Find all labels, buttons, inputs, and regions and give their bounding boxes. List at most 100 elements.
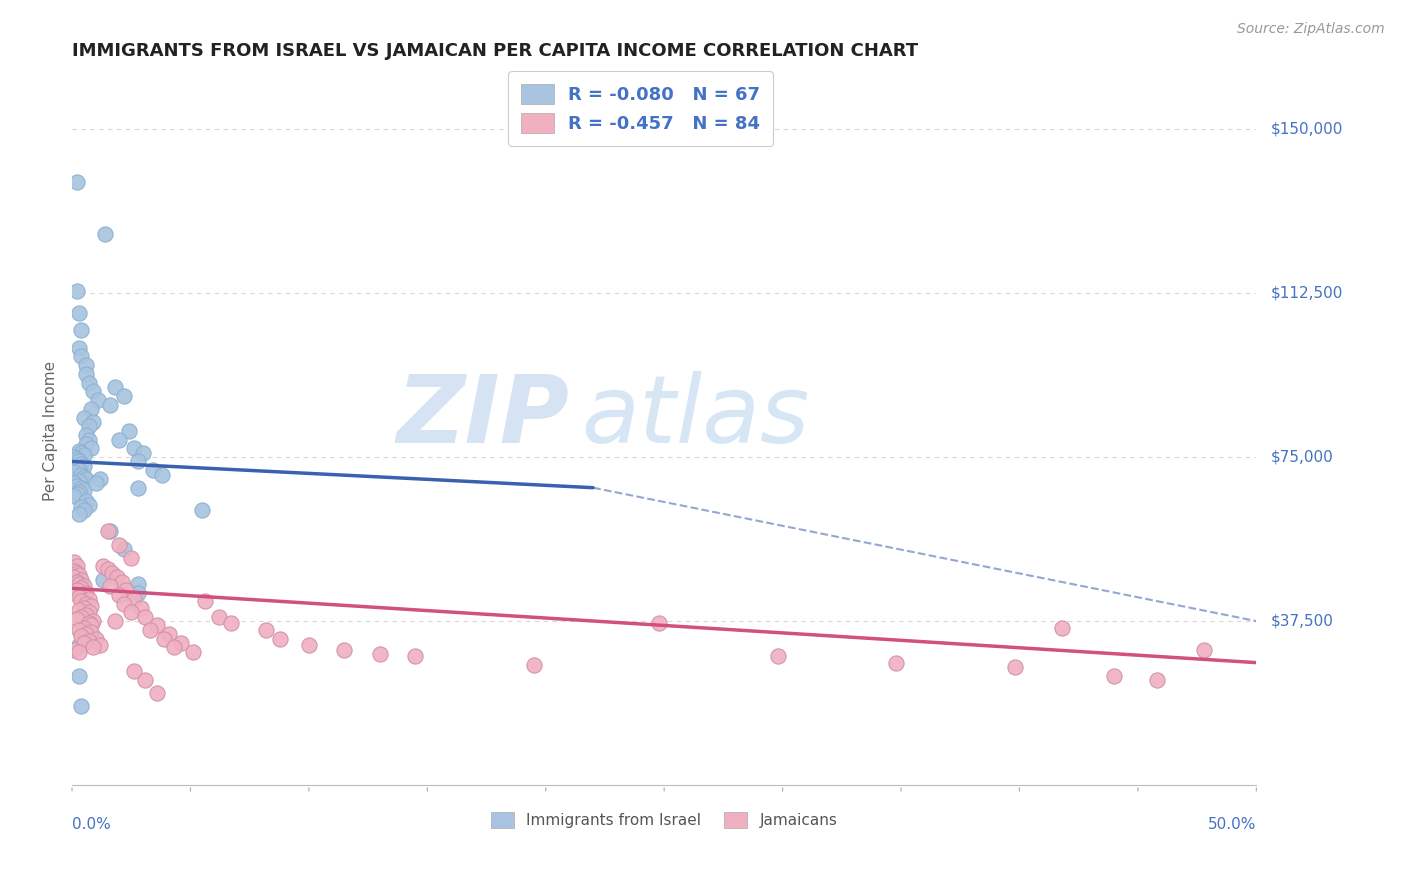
Point bbox=[70, 500, 93, 515]
Point bbox=[118, 424, 141, 438]
Point bbox=[77, 633, 100, 648]
Point bbox=[153, 632, 176, 646]
Point bbox=[94, 227, 117, 241]
Point bbox=[127, 577, 149, 591]
Point bbox=[75, 428, 97, 442]
Point bbox=[120, 550, 142, 565]
Point bbox=[132, 446, 155, 460]
Point bbox=[70, 457, 93, 471]
Point bbox=[73, 502, 96, 516]
Point bbox=[146, 686, 169, 700]
Y-axis label: Per Capita Income: Per Capita Income bbox=[44, 360, 58, 501]
Point bbox=[82, 614, 104, 628]
Point bbox=[96, 561, 118, 575]
Point bbox=[70, 350, 93, 364]
Text: Source: ZipAtlas.com: Source: ZipAtlas.com bbox=[1237, 22, 1385, 37]
Point bbox=[163, 640, 186, 655]
Point bbox=[208, 609, 231, 624]
Point bbox=[75, 597, 97, 611]
Point bbox=[127, 481, 149, 495]
Point bbox=[67, 443, 90, 458]
Point bbox=[82, 640, 104, 655]
Point bbox=[648, 616, 671, 631]
Point bbox=[66, 175, 89, 189]
Point bbox=[66, 487, 89, 501]
Point bbox=[67, 623, 90, 637]
Point bbox=[368, 647, 391, 661]
Point bbox=[63, 564, 86, 578]
Point bbox=[75, 493, 97, 508]
Text: 50.0%: 50.0% bbox=[1208, 817, 1257, 832]
Point bbox=[67, 577, 90, 591]
Point bbox=[73, 469, 96, 483]
Text: $75,000: $75,000 bbox=[1271, 450, 1333, 465]
Point bbox=[120, 605, 142, 619]
Point bbox=[66, 612, 89, 626]
Point bbox=[141, 463, 163, 477]
Point bbox=[75, 585, 97, 599]
Point bbox=[333, 642, 356, 657]
Point bbox=[67, 568, 90, 582]
Text: $150,000: $150,000 bbox=[1271, 121, 1343, 136]
Point bbox=[80, 401, 103, 416]
Point bbox=[884, 656, 907, 670]
Point bbox=[1102, 669, 1125, 683]
Point bbox=[70, 446, 93, 460]
Point bbox=[67, 454, 90, 468]
Point bbox=[80, 599, 103, 613]
Point bbox=[66, 452, 89, 467]
Point bbox=[63, 466, 86, 480]
Point bbox=[70, 573, 93, 587]
Point bbox=[63, 490, 86, 504]
Point bbox=[404, 649, 426, 664]
Point bbox=[77, 376, 100, 390]
Point bbox=[66, 559, 89, 574]
Point bbox=[70, 699, 93, 714]
Point bbox=[91, 559, 114, 574]
Point bbox=[82, 384, 104, 399]
Point bbox=[67, 507, 90, 521]
Point bbox=[1192, 642, 1215, 657]
Point bbox=[134, 673, 156, 687]
Point bbox=[98, 524, 121, 539]
Point bbox=[122, 592, 145, 607]
Point bbox=[73, 458, 96, 473]
Point bbox=[108, 588, 131, 602]
Point bbox=[73, 448, 96, 462]
Point bbox=[112, 389, 135, 403]
Point bbox=[67, 485, 90, 500]
Point bbox=[70, 609, 93, 624]
Point bbox=[105, 570, 128, 584]
Point bbox=[134, 609, 156, 624]
Text: ZIP: ZIP bbox=[396, 371, 569, 463]
Point bbox=[67, 306, 90, 320]
Point bbox=[63, 476, 86, 491]
Point bbox=[67, 638, 90, 652]
Point bbox=[77, 419, 100, 434]
Point bbox=[73, 483, 96, 497]
Point bbox=[108, 537, 131, 551]
Point bbox=[73, 636, 96, 650]
Point bbox=[1050, 621, 1073, 635]
Point bbox=[67, 669, 90, 683]
Point bbox=[87, 393, 110, 408]
Point bbox=[150, 467, 173, 482]
Point bbox=[70, 594, 93, 608]
Point bbox=[67, 474, 90, 488]
Point bbox=[98, 398, 121, 412]
Point bbox=[80, 625, 103, 640]
Point bbox=[66, 478, 89, 492]
Point bbox=[146, 618, 169, 632]
Point bbox=[766, 649, 789, 664]
Point bbox=[89, 638, 111, 652]
Point bbox=[75, 367, 97, 381]
Point bbox=[80, 442, 103, 456]
Point bbox=[63, 570, 86, 584]
Point bbox=[108, 433, 131, 447]
Point bbox=[73, 579, 96, 593]
Point bbox=[77, 433, 100, 447]
Point bbox=[77, 605, 100, 619]
Point bbox=[70, 629, 93, 643]
Point bbox=[63, 555, 86, 569]
Point bbox=[170, 636, 193, 650]
